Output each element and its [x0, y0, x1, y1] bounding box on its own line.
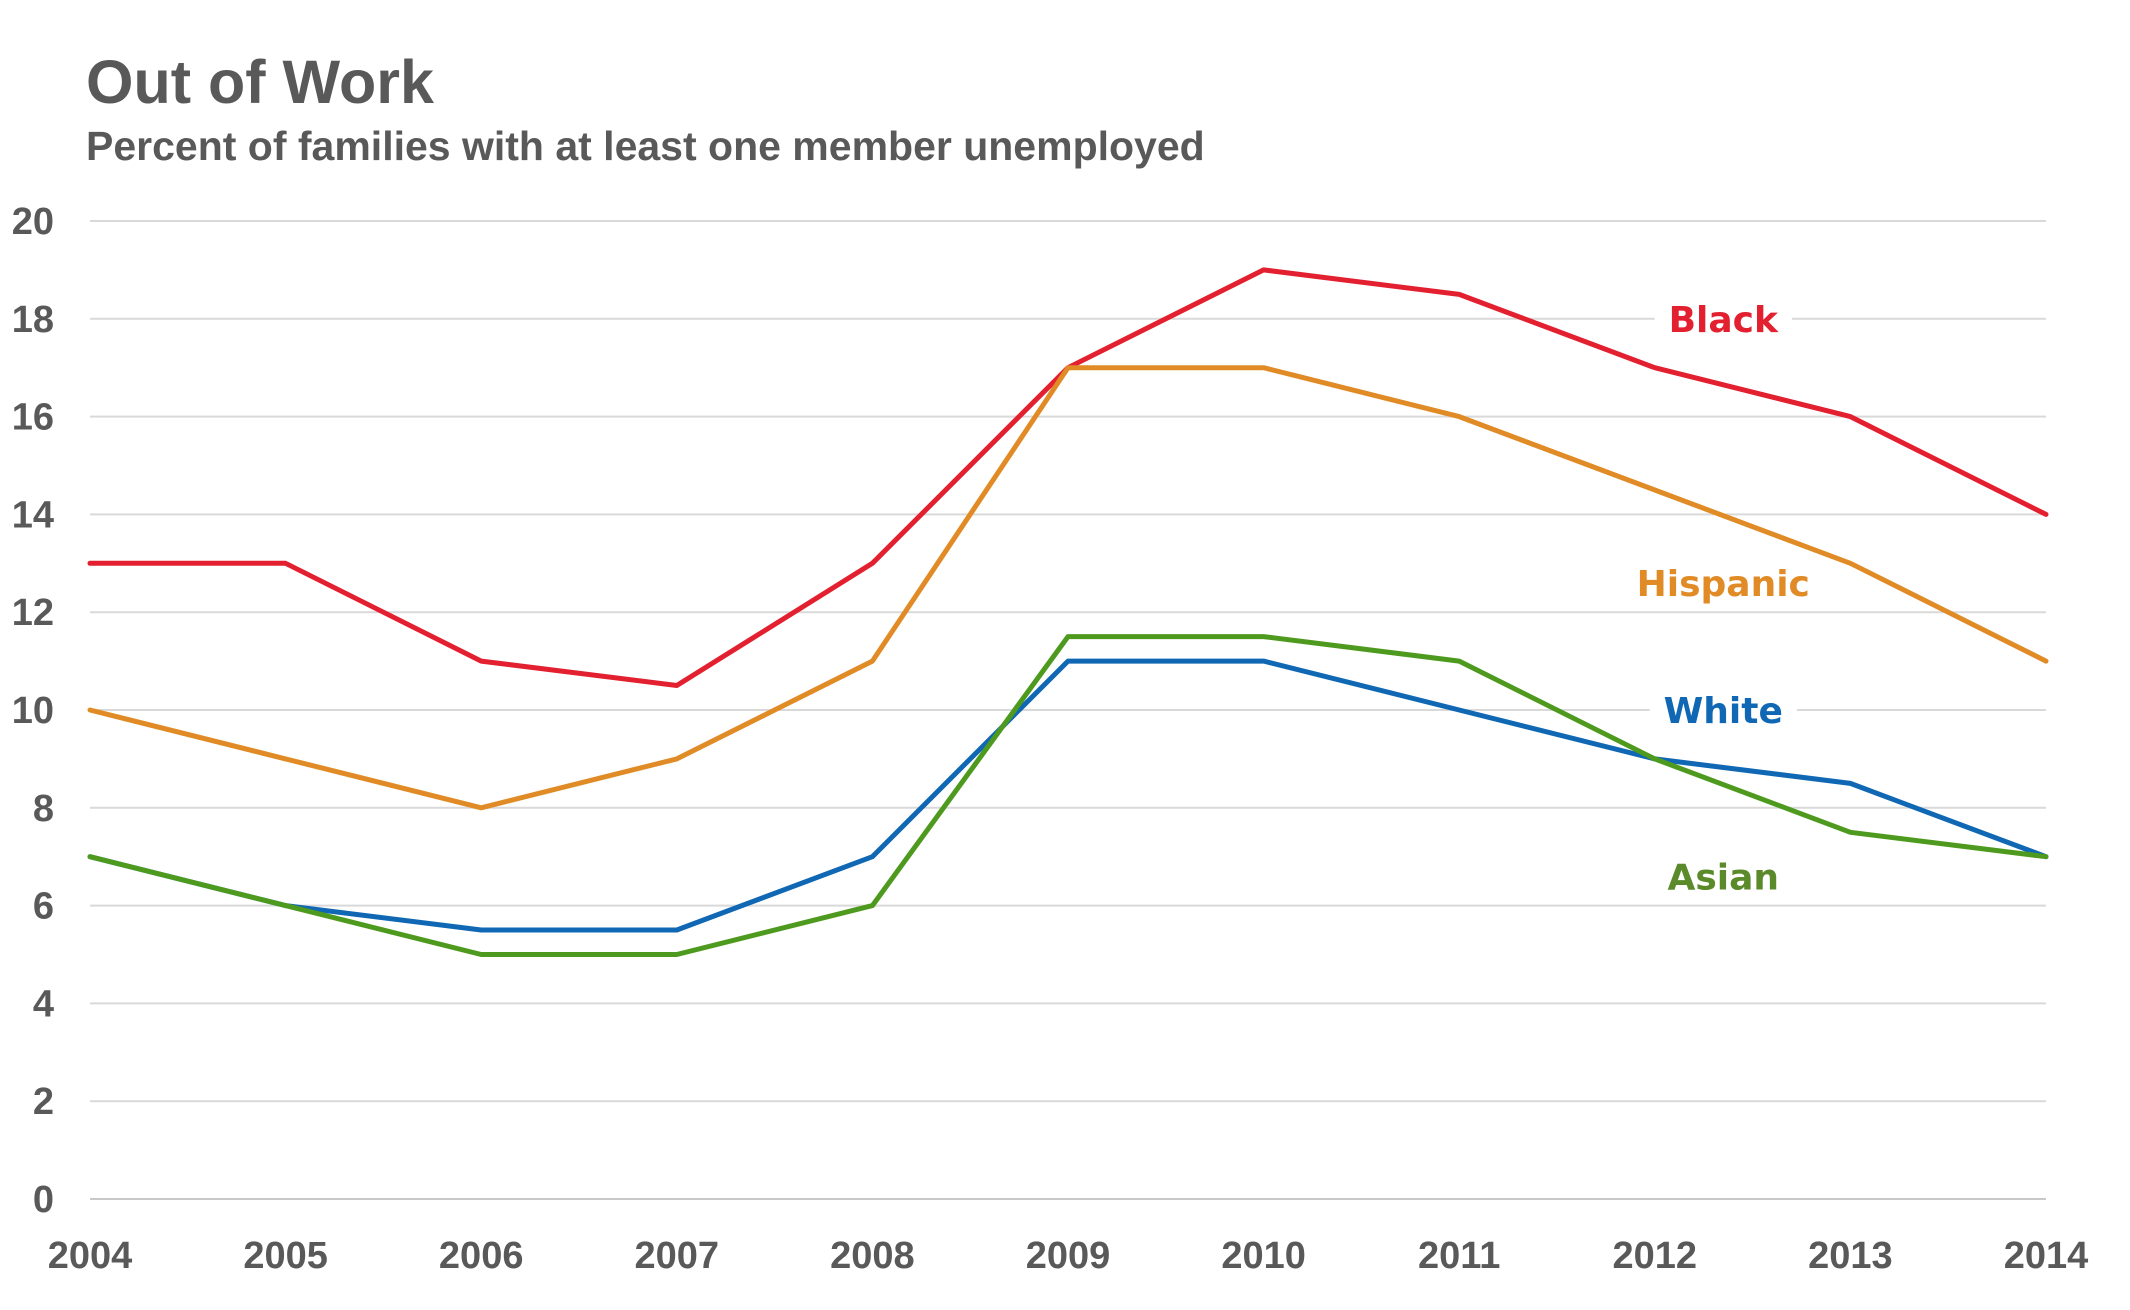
x-tick-label: 2005 — [243, 1235, 328, 1277]
x-tick-label: 2009 — [1026, 1235, 1111, 1277]
y-tick-label: 18 — [12, 299, 54, 341]
y-tick-label: 8 — [33, 788, 54, 830]
series-labels: Black Hispanic White Asian — [1622, 292, 1824, 903]
x-tick-label: 2014 — [2004, 1235, 2089, 1277]
x-tick-label: 2008 — [830, 1235, 915, 1277]
y-tick-label: 2 — [33, 1081, 54, 1123]
series-label-bg — [1653, 850, 1794, 903]
x-tick-label: 2004 — [48, 1235, 133, 1277]
x-tick-label: 2012 — [1613, 1235, 1698, 1277]
series-label-bg — [1654, 292, 1792, 345]
series-line-white — [87, 658, 2049, 933]
y-tick-label: 4 — [33, 983, 54, 1025]
series-line-asian — [87, 634, 2049, 957]
x-tick-label: 2011 — [1418, 1235, 1500, 1277]
series-label-bg — [1649, 684, 1797, 736]
y-tick-label: 10 — [12, 690, 54, 732]
x-tick-label: 2013 — [1808, 1235, 1893, 1277]
series-label-black: Black — [1669, 300, 1779, 341]
y-tick-label: 20 — [12, 201, 54, 243]
series-line-hispanic — [87, 365, 2049, 811]
y-tick-label: 6 — [33, 886, 54, 928]
y-tick-label: 0 — [33, 1179, 54, 1221]
series-lines — [87, 267, 2049, 957]
series-label-white: White — [1664, 691, 1783, 732]
y-axis-ticks: 0 2 4 6 8 10 12 14 16 18 20 — [12, 201, 54, 1221]
x-tick-label: 2007 — [635, 1235, 720, 1277]
series-label-asian: Asian — [1667, 857, 1779, 898]
chart-subtitle: Percent of families with at least one me… — [86, 123, 1205, 169]
series-label-bg — [1622, 556, 1824, 609]
chart-title: Out of Work — [86, 48, 434, 116]
y-tick-label: 16 — [12, 397, 54, 439]
series-label-hispanic: Hispanic — [1637, 564, 1810, 605]
y-tick-label: 14 — [12, 494, 54, 536]
x-tick-label: 2006 — [439, 1235, 524, 1277]
y-tick-label: 12 — [12, 592, 54, 634]
x-axis-ticks: 2004 2005 2006 2007 2008 2009 2010 2011 2012 2013… — [48, 1235, 2089, 1277]
x-tick-label: 2010 — [1221, 1235, 1306, 1277]
